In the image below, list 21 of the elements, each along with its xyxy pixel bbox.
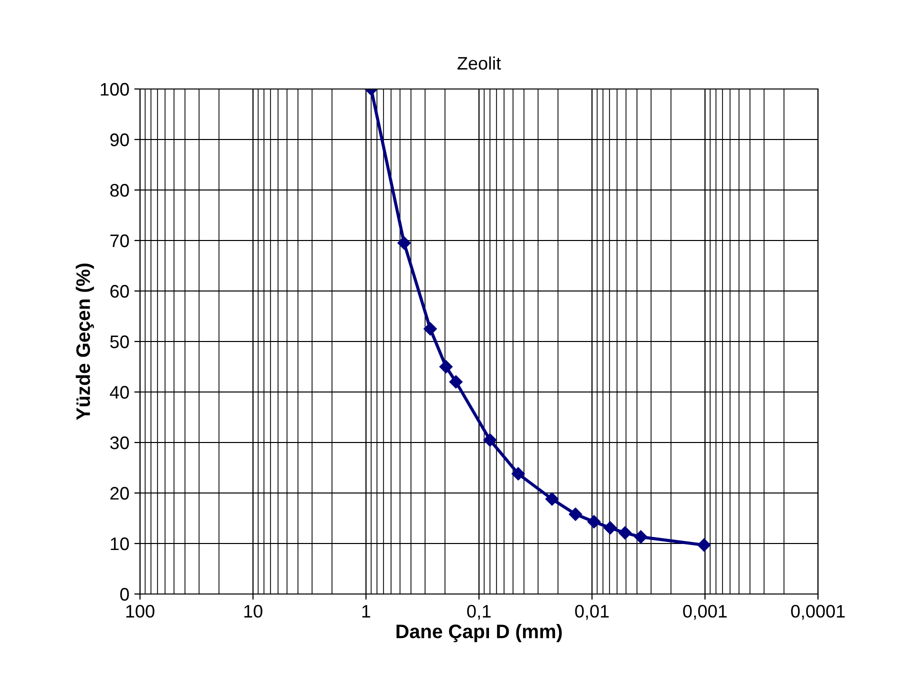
y-tick-label: 0 (120, 588, 129, 601)
x-axis-title: Dane Çapı D (mm) (396, 624, 562, 642)
x-tick-label: 0,001 (683, 604, 727, 620)
y-tick-label: 40 (110, 386, 129, 399)
x-tick-label: 0,01 (575, 604, 609, 620)
y-tick-label: 10 (110, 537, 129, 550)
y-tick-label: 20 (110, 486, 129, 500)
y-tick-label: 100 (100, 82, 129, 96)
x-tick-label: 10 (244, 604, 262, 618)
y-tick-label: 80 (110, 184, 129, 197)
x-tick-label: 100 (126, 604, 154, 618)
chart-title: Zeolit (458, 56, 501, 70)
y-tick-label: 30 (110, 436, 129, 450)
y-tick-label: 90 (110, 133, 129, 146)
x-tick-label: 0,1 (467, 604, 491, 620)
y-tick-label: 70 (110, 234, 129, 248)
y-tick-label: 60 (110, 284, 129, 298)
x-tick-label: 1 (362, 605, 370, 618)
x-tick-label: 0,0001 (791, 604, 845, 620)
y-axis-title: Yüzde Geçen (%) (76, 264, 94, 420)
y-tick-label: 50 (110, 335, 129, 348)
